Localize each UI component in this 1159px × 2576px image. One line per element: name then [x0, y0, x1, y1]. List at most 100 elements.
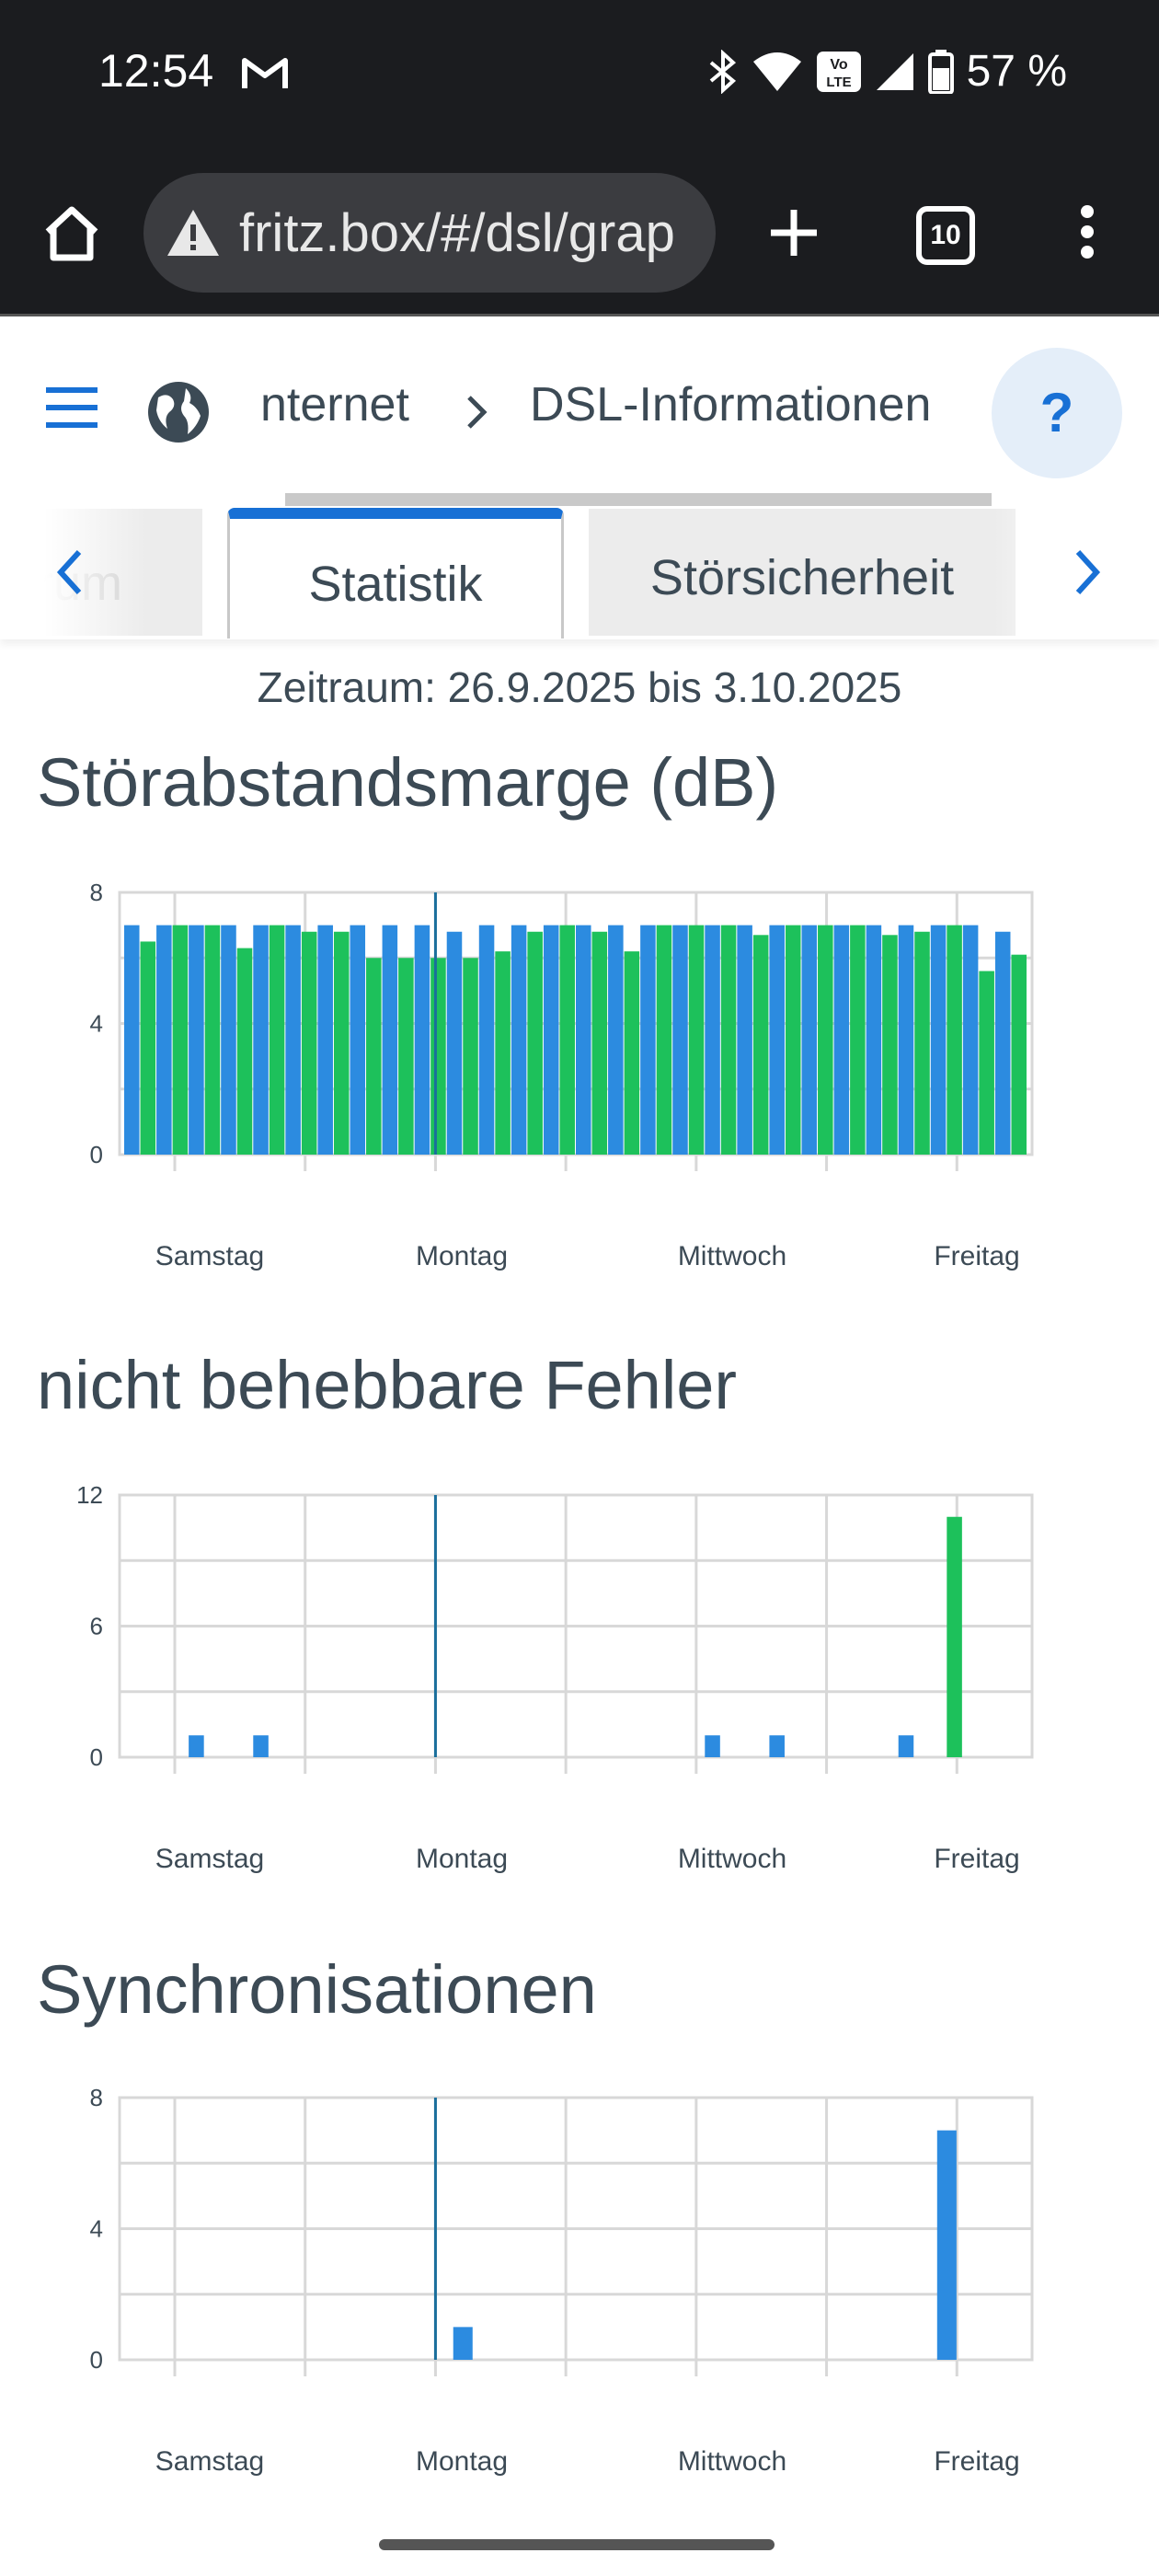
bar	[398, 958, 414, 1155]
bar	[253, 1735, 269, 1757]
zeitraum-text: Zeitraum: 26.9.2025 bis 3.10.2025	[257, 663, 902, 711]
bar	[850, 925, 866, 1155]
bar	[994, 931, 1011, 1155]
bar	[172, 925, 189, 1155]
bar	[576, 925, 591, 1155]
bar	[591, 931, 608, 1155]
bar	[833, 925, 850, 1155]
bar	[640, 925, 656, 1155]
y-tick-label: 8	[90, 879, 103, 906]
bar	[769, 1735, 785, 1757]
status-icons: Vo LTE 57 %	[707, 46, 1067, 97]
bar	[543, 925, 559, 1155]
tab-stoersicherheit[interactable]: Störsicherheit	[589, 509, 1016, 636]
x-tick-label: Mittwoch	[678, 2446, 786, 2477]
y-tick-label: 0	[90, 1141, 103, 1168]
bar	[301, 931, 317, 1155]
bar	[511, 925, 527, 1155]
bar	[624, 951, 640, 1155]
bar	[559, 925, 575, 1155]
tab-scroll-indicator	[285, 493, 992, 506]
plus-icon[interactable]	[767, 206, 820, 259]
bar	[672, 925, 688, 1155]
svg-text:LTE: LTE	[826, 75, 851, 90]
bar	[720, 925, 737, 1155]
bar	[382, 925, 398, 1155]
bar	[769, 925, 785, 1155]
svg-text:Vo: Vo	[830, 57, 847, 73]
y-tick-label: 4	[90, 1010, 103, 1038]
x-tick-label: Montag	[416, 1844, 508, 1874]
chevron-left-icon[interactable]	[55, 548, 83, 596]
chevron-right-icon	[467, 396, 488, 429]
tab-stoersicherheit-label: Störsicherheit	[649, 550, 955, 605]
x-tick-label: Freitag	[934, 2446, 1019, 2477]
chart-sync: 0 4 8 Samstag Montag Mittwoch Freitag	[90, 2084, 1034, 2477]
bar	[705, 1735, 720, 1757]
home-icon[interactable]	[42, 204, 101, 261]
url-text[interactable]: fritz.box/#/dsl/grap	[239, 203, 675, 263]
bar	[898, 1735, 914, 1757]
bar	[752, 935, 769, 1155]
help-button[interactable]: ?	[992, 348, 1122, 478]
bar	[333, 931, 350, 1155]
more-icon[interactable]	[1078, 204, 1096, 259]
breadcrumb-current: DSL-Informationen	[530, 378, 932, 431]
bar	[608, 925, 624, 1155]
bar	[446, 931, 463, 1155]
bar	[156, 925, 172, 1155]
bar	[898, 925, 914, 1155]
y-tick-label: 0	[90, 2346, 103, 2374]
chart-title-sync: Synchronisationen	[37, 1951, 597, 2028]
bar	[947, 925, 962, 1155]
bar	[1011, 954, 1027, 1155]
globe-icon	[148, 382, 209, 443]
bar	[124, 925, 140, 1155]
x-tick-label: Samstag	[155, 1844, 264, 1874]
bar	[285, 925, 301, 1155]
gmail-icon	[242, 58, 288, 88]
volte-icon: Vo LTE	[816, 51, 861, 92]
y-tick-label: 12	[76, 1481, 103, 1509]
chevron-right-tab-icon[interactable]	[1074, 548, 1102, 596]
status-time: 12:54	[98, 45, 214, 97]
x-tick-label: Freitag	[934, 1241, 1019, 1271]
bar	[705, 925, 720, 1155]
bar	[430, 958, 446, 1155]
bar	[317, 925, 333, 1155]
signal-icon	[876, 52, 913, 90]
tab-statistik-label: Statistik	[308, 557, 483, 612]
bar	[236, 948, 253, 1155]
menu-icon[interactable]	[44, 386, 99, 429]
bar	[189, 1735, 204, 1757]
chart-title-errors: nicht behebbare Fehler	[37, 1347, 738, 1423]
tab-fade-left	[0, 501, 147, 639]
bar	[979, 971, 994, 1155]
bar	[414, 925, 430, 1155]
bar	[914, 931, 930, 1155]
x-tick-label: Mittwoch	[678, 1844, 786, 1874]
bluetooth-icon	[709, 49, 736, 94]
tab-statistik[interactable]: Statistik	[227, 508, 564, 638]
bar	[463, 958, 478, 1155]
battery-icon	[927, 49, 954, 94]
bar	[930, 925, 947, 1155]
warning-icon[interactable]	[166, 208, 221, 258]
bar	[140, 941, 156, 1155]
bar	[478, 925, 495, 1155]
chart-errors: 0 6 12 Samstag Montag Mittwoch Freitag	[76, 1481, 1034, 1874]
bar	[866, 925, 882, 1155]
x-tick-label: Montag	[416, 1241, 508, 1271]
bar	[801, 925, 818, 1155]
url-bar[interactable]: fritz.box/#/dsl/grap	[143, 173, 716, 293]
breadcrumb-internet[interactable]: nternet	[260, 378, 409, 431]
bar	[189, 925, 204, 1155]
chart-title-snr: Störabstandsmarge (dB)	[37, 744, 779, 821]
bar	[962, 925, 979, 1155]
bar	[737, 925, 752, 1155]
wifi-icon	[752, 52, 801, 91]
bar	[221, 925, 236, 1155]
tabs-button[interactable]: 10	[916, 206, 975, 265]
bar	[656, 925, 672, 1155]
bar	[453, 2327, 473, 2360]
